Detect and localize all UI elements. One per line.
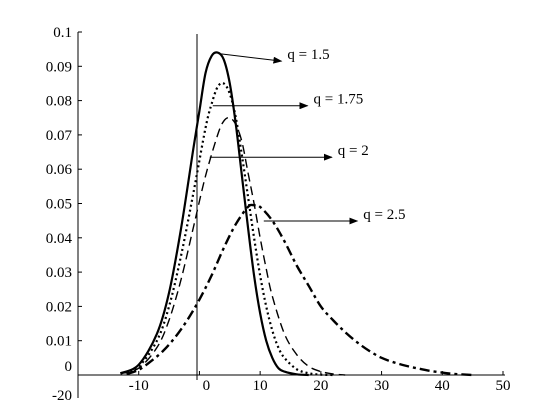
annotation-label: q = 1.75 [314, 92, 364, 108]
y-tick-label: 0.04 [46, 231, 73, 247]
y-tick-label: 0.03 [46, 265, 72, 281]
annotation-label: q = 2.5 [363, 207, 405, 223]
axes: 0 0.01 0.02 0.03 0.04 0.05 0.06 0.07 0.08 0.09 0.1… [46, 25, 511, 404]
x-tick-label: 50 [496, 378, 511, 394]
annotation-label: q = 1.5 [287, 47, 329, 63]
y-tick-label: 0 [65, 359, 73, 375]
y-tick-label: 0.08 [46, 94, 72, 110]
x-tick-label: 0 [203, 378, 211, 394]
x-origin-label: -20 [52, 388, 72, 404]
y-tick-label: 0.06 [46, 162, 73, 178]
series-line-2 [120, 116, 346, 376]
series-line-0 [120, 51, 309, 377]
y-tick-label: 0.09 [46, 59, 72, 75]
y-tick-label: 0.05 [46, 197, 72, 213]
annotation-label: q = 2 [338, 143, 369, 159]
x-tick-label: 20 [313, 378, 328, 394]
annotation-group: q = 1.5 q = 1.75 q = 2 q = 2.5 [209, 47, 406, 225]
series-line-3 [126, 203, 473, 377]
series-line-1 [120, 81, 334, 377]
y-tick-label: 0.01 [46, 334, 72, 350]
annotation-arrow [218, 53, 283, 64]
x-tick-label: -10 [129, 378, 149, 394]
y-tick-label: 0.1 [53, 25, 72, 41]
x-tick-label: 40 [435, 378, 450, 394]
series-group [120, 51, 473, 377]
x-tick-label: 10 [253, 378, 268, 394]
y-tick-label: 0.07 [46, 128, 73, 144]
y-tick-label: 0.02 [46, 299, 72, 315]
x-tick-label: 30 [374, 378, 389, 394]
